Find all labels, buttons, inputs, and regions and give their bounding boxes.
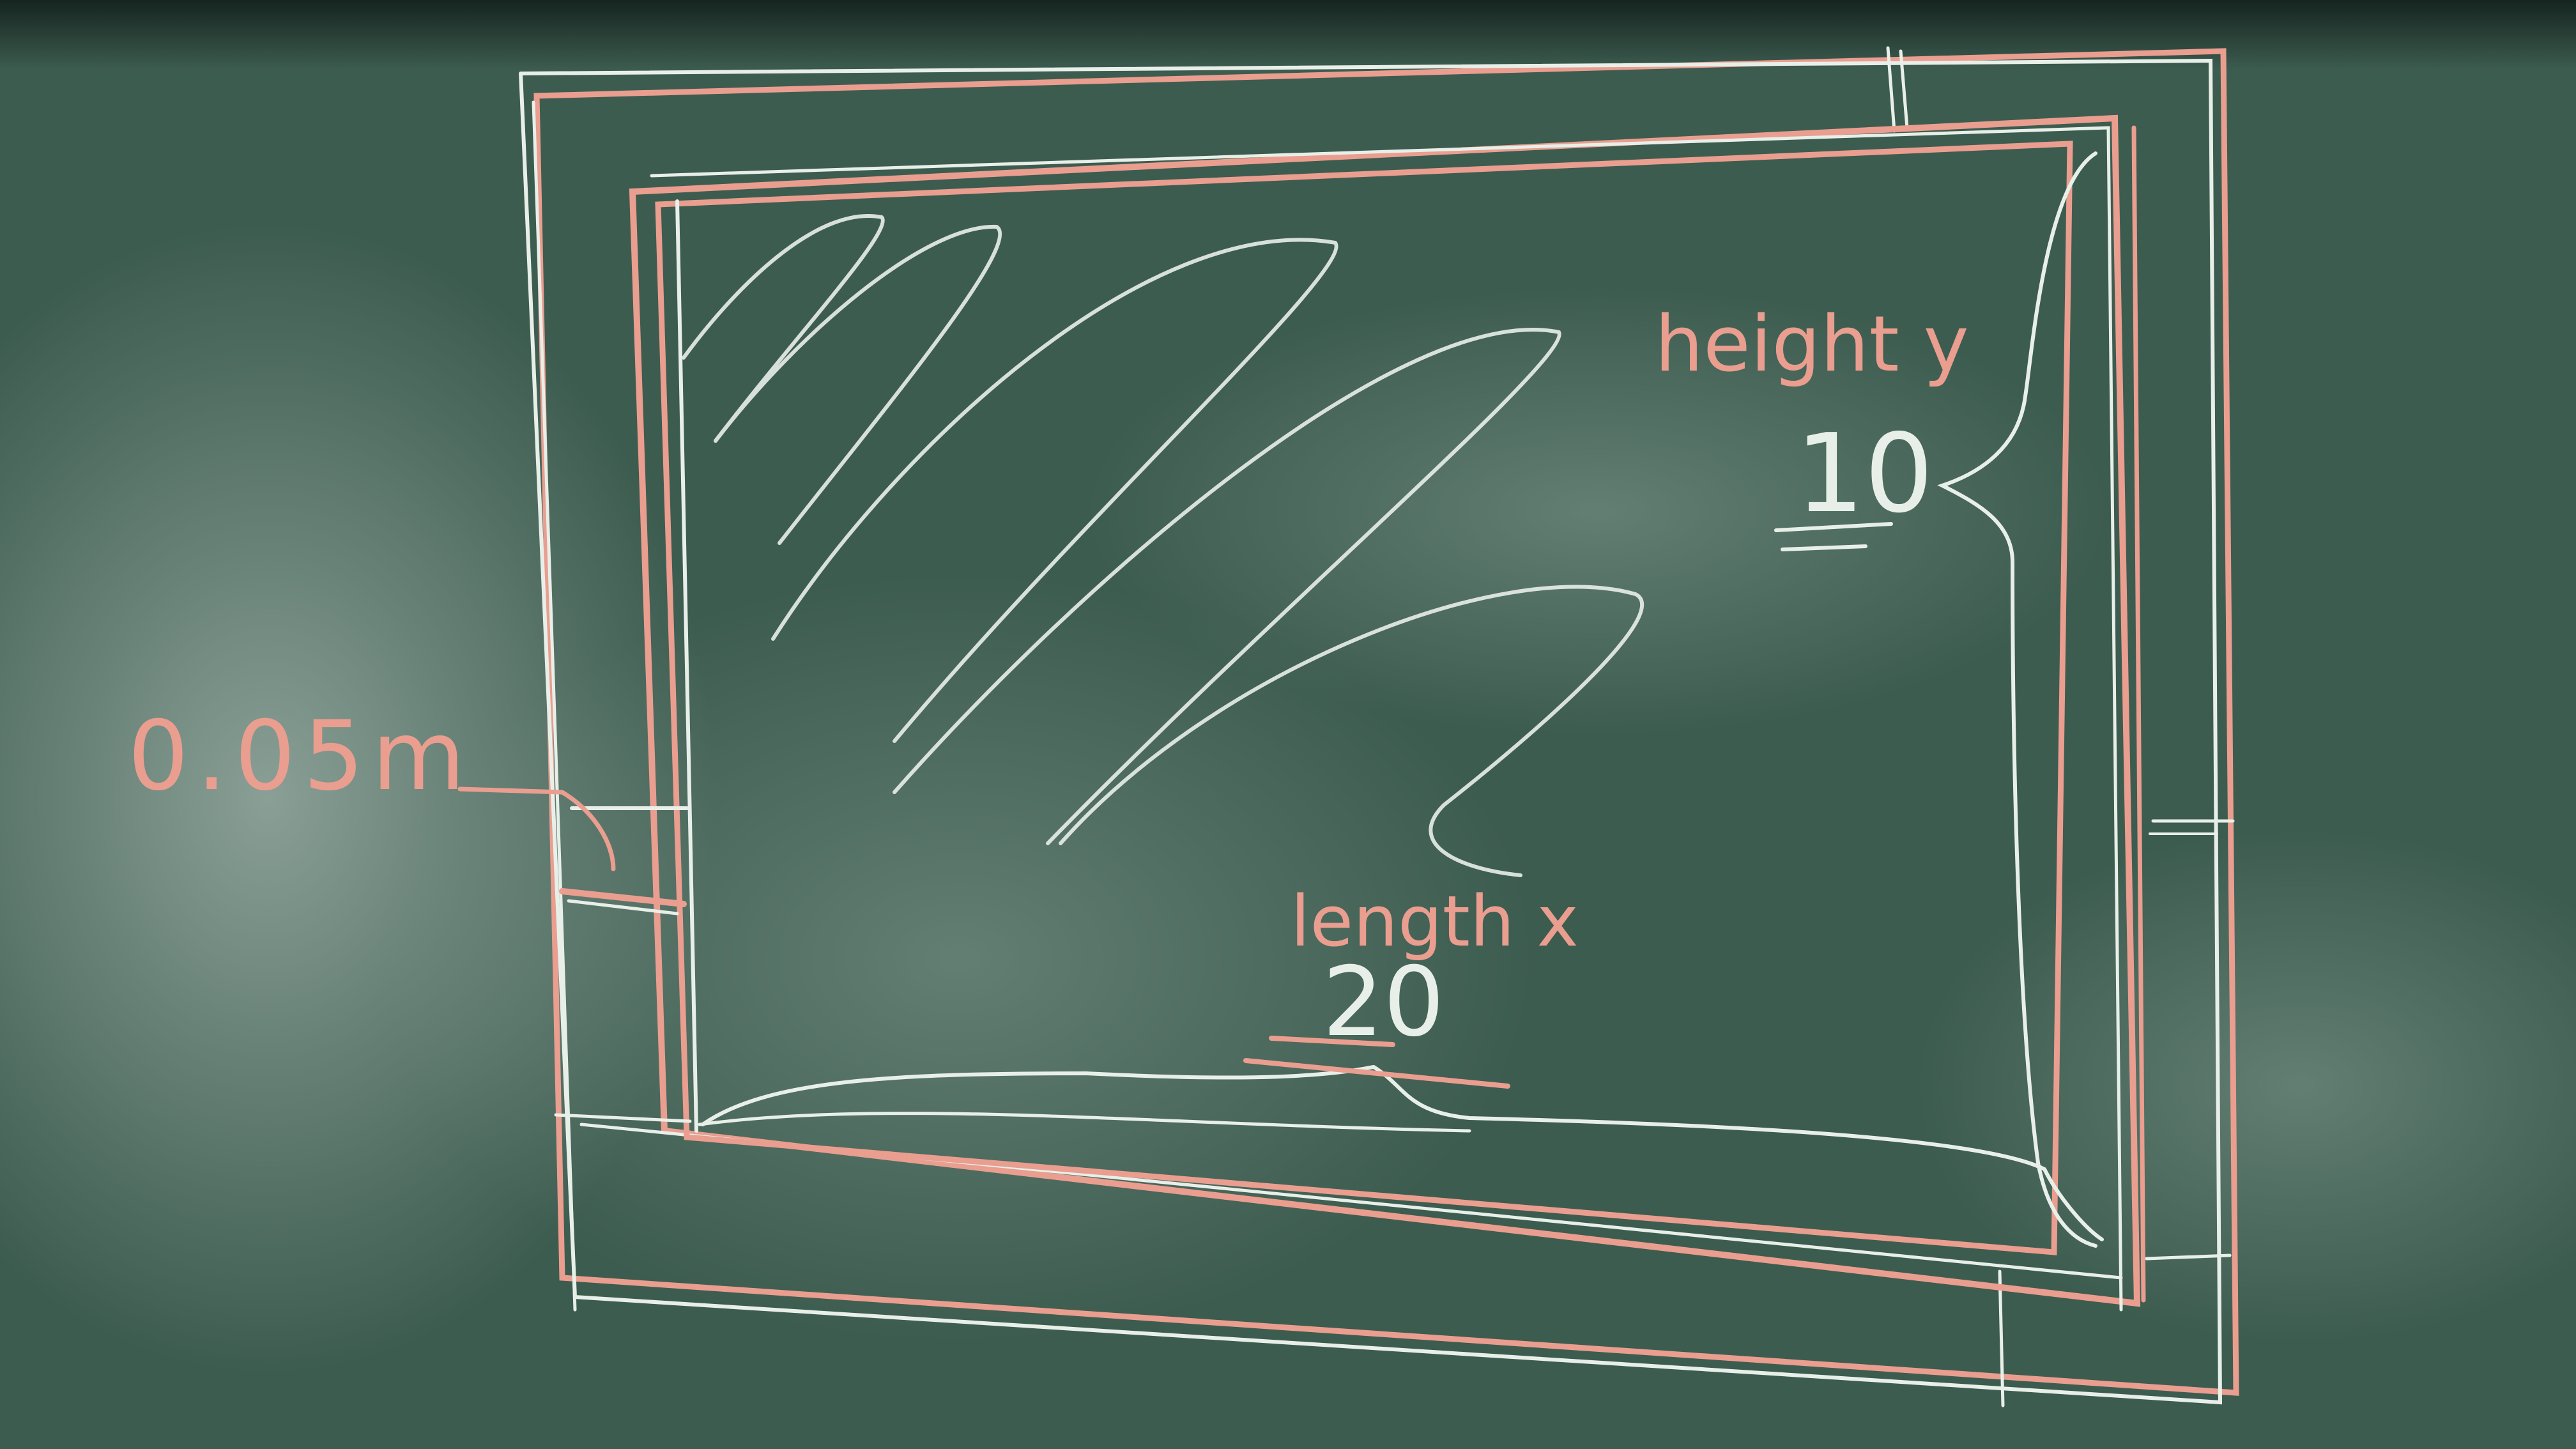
scribble-loop <box>1059 585 1644 877</box>
board-top-shadow <box>0 0 2576 70</box>
outer-frame-white <box>519 58 2223 1405</box>
middle-frame-white <box>650 126 2123 1312</box>
height-brace <box>1937 151 2097 1248</box>
inner-frame <box>554 141 2073 1255</box>
eraser-smudge <box>1917 831 2576 1342</box>
height-label: height y <box>1655 300 1969 389</box>
height-value-underline <box>1774 522 1893 551</box>
length-label: length x <box>1291 880 1579 962</box>
shading-scribbles <box>682 214 1644 877</box>
dimension-braces <box>701 151 2104 1248</box>
thickness-underline <box>457 786 616 871</box>
thickness-marker-bottom <box>559 888 687 907</box>
inner-frame-tick <box>554 1113 692 1123</box>
thickness-marker-bottom <box>567 899 679 916</box>
scribble-loop <box>771 238 1338 743</box>
scribble-loop <box>682 214 885 443</box>
eraser-smudge <box>383 575 1533 1342</box>
length-value-underline <box>1243 1036 1510 1089</box>
thickness-label: 0.05m <box>128 701 473 812</box>
outer-frame-tick <box>2145 1254 2232 1261</box>
outer-frame-tick <box>1899 49 1909 130</box>
scribble-loop <box>714 224 1002 545</box>
outer-frame <box>519 46 2239 1407</box>
outer-frame-white-inner <box>532 100 577 1312</box>
middle-frame-pink-inner <box>2131 125 2146 1303</box>
inner-frame-white-bottom <box>698 1112 1471 1133</box>
length-brace <box>701 1064 2104 1241</box>
outer-frame-tick <box>1886 46 1896 133</box>
scribble-loop <box>893 328 1561 845</box>
outer-frame-tick <box>1998 1269 2005 1407</box>
inner-frame-white <box>675 199 698 1133</box>
height-value: 10 <box>1795 411 1933 537</box>
inner-frame-pink <box>655 141 2073 1255</box>
